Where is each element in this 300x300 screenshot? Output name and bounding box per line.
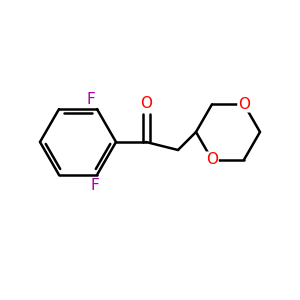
Text: O: O: [140, 97, 152, 112]
Text: O: O: [238, 97, 250, 112]
Text: F: F: [87, 92, 95, 106]
Text: O: O: [206, 152, 218, 167]
Text: F: F: [91, 178, 99, 194]
